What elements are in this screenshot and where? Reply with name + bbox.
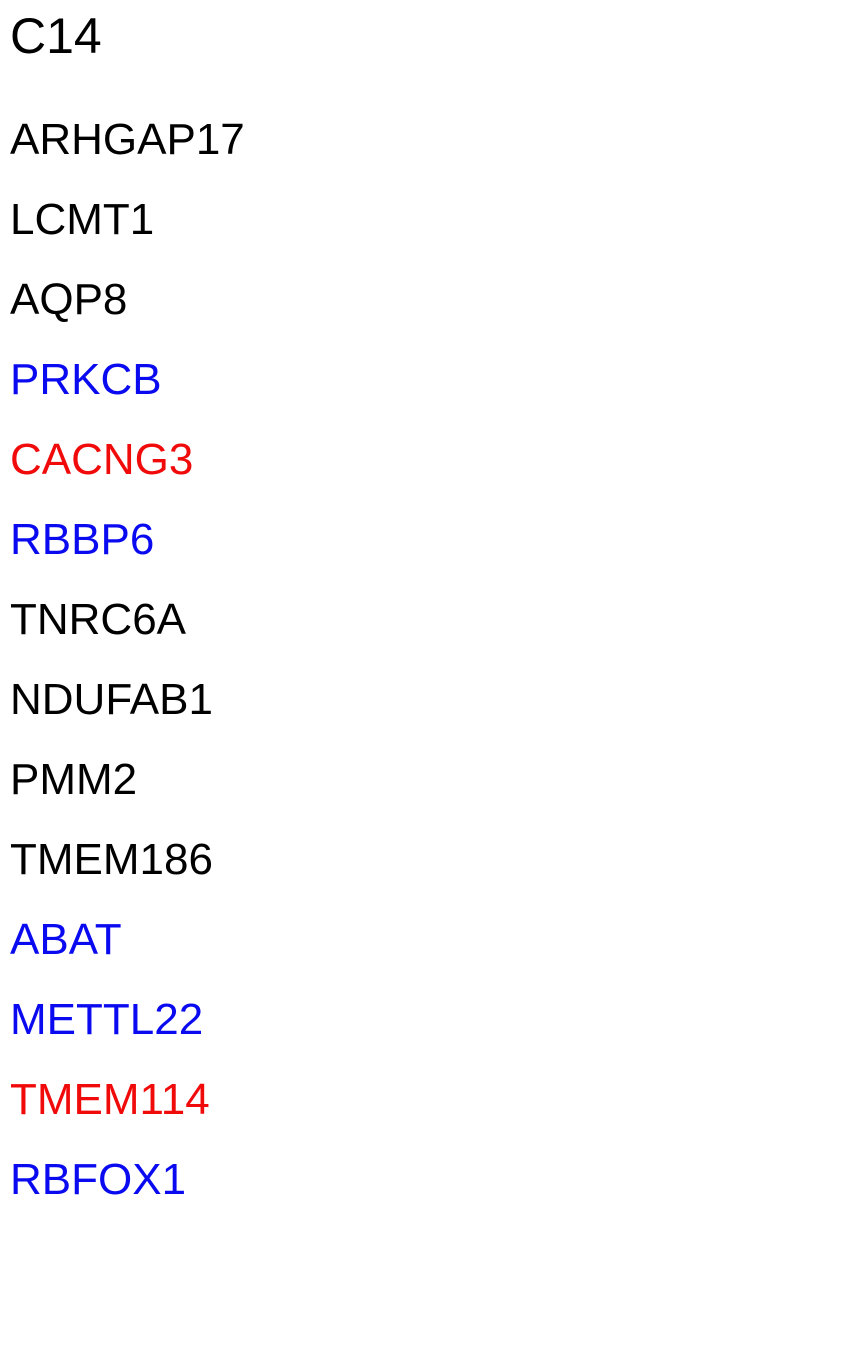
gene-item: RBBP6	[10, 515, 155, 564]
gene-item: AQP8	[10, 275, 128, 324]
gene-item: RBFOX1	[10, 1155, 187, 1204]
gene-item: LCMT1	[10, 195, 155, 244]
gene-item: NDUFAB1	[10, 675, 213, 724]
gene-item: TMEM114	[10, 1075, 210, 1124]
gene-item: TNRC6A	[10, 595, 187, 644]
gene-list: ARHGAP17 LCMT1 AQP8 PRKCB CACNG3 RBBP6 T…	[10, 100, 245, 1220]
page-title: C14	[10, 8, 102, 64]
gene-item: TMEM186	[10, 835, 213, 884]
gene-item: ABAT	[10, 915, 122, 964]
gene-item: ARHGAP17	[10, 115, 245, 164]
gene-item: PMM2	[10, 755, 138, 804]
gene-item: PRKCB	[10, 355, 162, 404]
gene-item: METTL22	[10, 995, 204, 1044]
gene-item: CACNG3	[10, 435, 194, 484]
